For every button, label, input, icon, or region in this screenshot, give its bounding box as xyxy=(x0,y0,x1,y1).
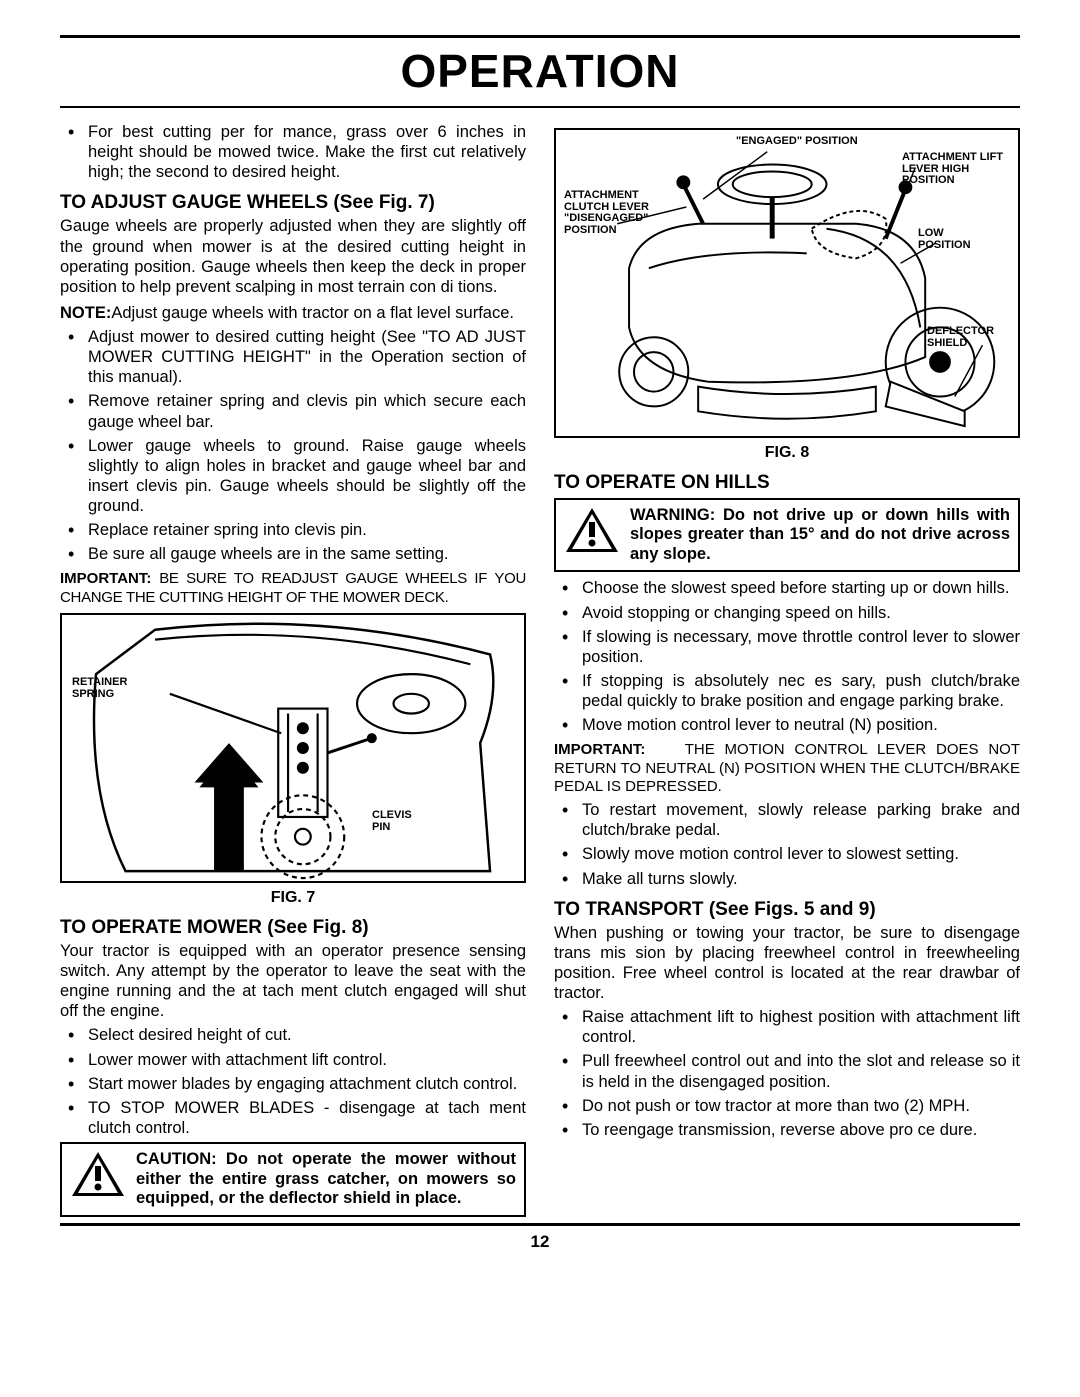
important-gauge: IMPORTANT: BE SURE TO READJUST GAUGE WHE… xyxy=(60,570,526,607)
intro-bullet-list: For best cutting per for mance, grass ov… xyxy=(60,122,526,182)
note-gauge: NOTE:Adjust gauge wheels with tractor on… xyxy=(60,303,526,323)
list-item: Pull freewheel control out and into the … xyxy=(554,1051,1020,1091)
page-frame: OPERATION For best cutting per for mance… xyxy=(60,35,1020,1226)
list-item: TO STOP MOWER BLADES - disengage at tach… xyxy=(60,1098,526,1138)
intro-bullet: For best cutting per for mance, grass ov… xyxy=(60,122,526,182)
paragraph-gauge: Gauge wheels are properly adjusted when … xyxy=(60,216,526,297)
label-low: LOW POSITION xyxy=(918,228,988,251)
fig7-svg xyxy=(62,615,524,881)
list-item: If slowing is necessary, move throttle c… xyxy=(554,627,1020,667)
page-title: OPERATION xyxy=(60,38,1020,108)
heading-adjust-gauge: TO ADJUST GAUGE WHEELS (See Fig. 7) xyxy=(60,192,526,214)
figure-7: RETAINER SPRING CLEVIS PIN xyxy=(60,613,526,883)
heading-operate-mower: TO OPERATE MOWER (See Fig. 8) xyxy=(60,917,526,939)
list-item: Select desired height of cut. xyxy=(60,1025,526,1045)
transport-bullets: Raise attachment lift to highest positio… xyxy=(554,1007,1020,1140)
list-item: Choose the slowest speed before starting… xyxy=(554,578,1020,598)
label-attach-lift: ATTACHMENT LIFT LEVER HIGH POSITION xyxy=(902,152,1012,187)
important-label: IMPORTANT: xyxy=(60,570,151,587)
label-clevis: CLEVIS PIN xyxy=(372,810,432,833)
list-item: Remove retainer spring and clevis pin wh… xyxy=(60,391,526,431)
content-columns: For best cutting per for mance, grass ov… xyxy=(60,122,1020,1223)
list-item: Move motion control lever to neutral (N)… xyxy=(554,715,1020,735)
warning-icon xyxy=(564,506,620,561)
caution-text: CAUTION: Do not operate the mower withou… xyxy=(136,1150,516,1208)
operate-mower-bullets: Select desired height of cut. Lower mowe… xyxy=(60,1025,526,1138)
list-item: Do not push or tow tractor at more than … xyxy=(554,1096,1020,1116)
page-number: 12 xyxy=(60,1232,1020,1252)
list-item: To reengage transmission, reverse above … xyxy=(554,1120,1020,1140)
list-item: Adjust mower to desired cutting height (… xyxy=(60,327,526,387)
list-item: To restart movement, slowly release park… xyxy=(554,800,1020,840)
list-item: Raise attachment lift to highest positio… xyxy=(554,1007,1020,1047)
label-retainer: RETAINER SPRING xyxy=(72,677,147,700)
label-clutch: ATTACHMENT CLUTCH LEVER "DISENGAGED" POS… xyxy=(564,190,674,236)
left-column: For best cutting per for mance, grass ov… xyxy=(60,122,526,1223)
list-item: Be sure all gauge wheels are in the same… xyxy=(60,544,526,564)
list-item: Lower gauge wheels to ground. Raise gaug… xyxy=(60,436,526,517)
list-item: Lower mower with attachment lift control… xyxy=(60,1050,526,1070)
note-label: NOTE: xyxy=(60,304,111,322)
gauge-bullets: Adjust mower to desired cutting height (… xyxy=(60,327,526,564)
right-column: "ENGAGED" POSITION ATTACHMENT LIFT LEVER… xyxy=(554,122,1020,1223)
important-label: IMPORTANT: xyxy=(554,741,645,758)
label-deflector: DEFLECTOR SHIELD xyxy=(927,326,1012,349)
list-item: Start mower blades by engaging attachmen… xyxy=(60,1074,526,1094)
warning-icon xyxy=(70,1150,126,1205)
heading-transport: TO TRANSPORT (See Figs. 5 and 9) xyxy=(554,899,1020,921)
warning-text-hills: WARNING: Do not drive up or down hills w… xyxy=(630,506,1010,564)
list-item: Make all turns slowly. xyxy=(554,869,1020,889)
list-item: If stopping is absolutely nec es sary, p… xyxy=(554,671,1020,711)
paragraph-operate-mower: Your tractor is equipped with an operato… xyxy=(60,941,526,1022)
label-engaged: "ENGAGED" POSITION xyxy=(736,136,858,148)
hills-bullets2: To restart movement, slowly release park… xyxy=(554,800,1020,889)
caution-box: CAUTION: Do not operate the mower withou… xyxy=(60,1142,526,1216)
warning-box-hills: WARNING: Do not drive up or down hills w… xyxy=(554,498,1020,572)
list-item: Replace retainer spring into clevis pin. xyxy=(60,520,526,540)
fig7-caption: FIG. 7 xyxy=(60,889,526,907)
fig8-caption: FIG. 8 xyxy=(554,444,1020,462)
heading-hills: TO OPERATE ON HILLS xyxy=(554,472,1020,494)
important-hills: IMPORTANT: THE MOTION CONTROL LEVER DOES… xyxy=(554,741,1020,796)
list-item: Avoid stopping or changing speed on hill… xyxy=(554,603,1020,623)
figure-8: "ENGAGED" POSITION ATTACHMENT LIFT LEVER… xyxy=(554,128,1020,438)
list-item: Slowly move motion control lever to slow… xyxy=(554,844,1020,864)
note-text: Adjust gauge wheels with tractor on a fl… xyxy=(111,304,514,322)
paragraph-transport: When pushing or towing your tractor, be … xyxy=(554,923,1020,1004)
hills-bullets: Choose the slowest speed before starting… xyxy=(554,578,1020,735)
